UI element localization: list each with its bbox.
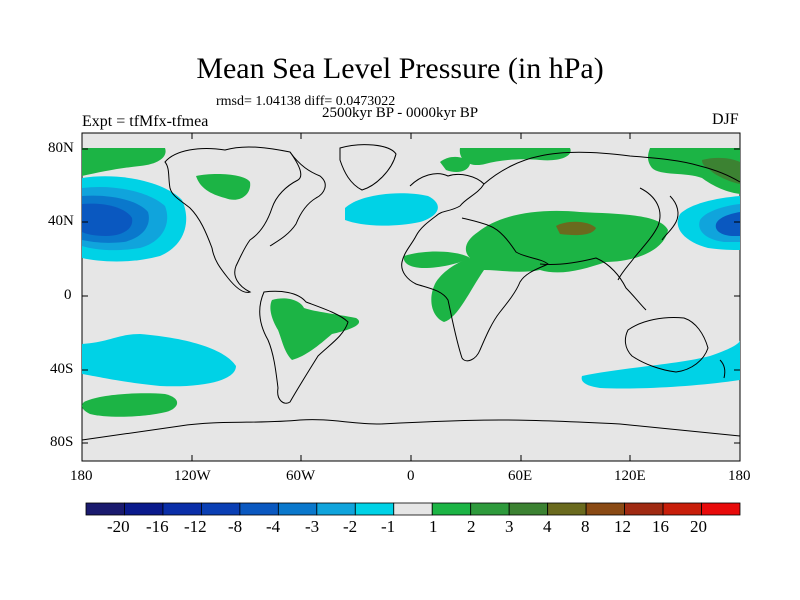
- colorbar-label: 3: [505, 517, 514, 536]
- anomaly-region: [270, 298, 360, 360]
- axis-ticks: [82, 133, 740, 461]
- colorbar-label: -16: [146, 517, 169, 536]
- colorbar-swatch: [470, 502, 510, 516]
- period-subtitle: 2500kyr BP - 0000kyr BP: [322, 105, 479, 121]
- colorbar-label: -20: [107, 517, 130, 536]
- colorbar-swatch: [277, 502, 318, 516]
- anomaly-region: [82, 334, 236, 387]
- y-tick-label: 80S: [50, 434, 74, 450]
- coastline: [339, 144, 397, 191]
- colorbar-swatch: [662, 502, 702, 516]
- coastline: [539, 257, 647, 311]
- x-tick-label: 0: [407, 468, 415, 484]
- x-tick-label: 60W: [286, 468, 316, 484]
- anomaly-region: [459, 148, 571, 166]
- coastline: [661, 195, 679, 241]
- colorbar-swatch: [162, 502, 202, 516]
- colorbar-label: -1: [381, 517, 396, 536]
- colorbar-swatch: [624, 502, 664, 516]
- colorbar-label: 4: [543, 517, 552, 536]
- colorbar-label: 2: [467, 517, 476, 536]
- colorbar-swatch: [508, 502, 549, 516]
- colorbar-label: -8: [228, 517, 243, 536]
- y-tick-label: 40S: [50, 361, 74, 377]
- season-label: DJF: [712, 111, 739, 128]
- stats-line: rmsd= 1.04138 diff= 0.0473022: [216, 94, 396, 109]
- anomaly-region: [196, 174, 251, 200]
- colorbar-swatch: [431, 502, 472, 516]
- x-tick-label: 180: [70, 468, 93, 484]
- coastline: [624, 317, 709, 373]
- x-tick-label: 120E: [614, 468, 646, 484]
- map-panel: [81, 132, 741, 462]
- colorbar-label: -12: [184, 517, 207, 536]
- colorbar-label: 20: [690, 517, 707, 536]
- anomaly-region: [431, 210, 668, 322]
- x-tick-label: 120W: [174, 468, 211, 484]
- y-tick-label: 0: [64, 287, 72, 303]
- colorbar: [85, 502, 741, 516]
- colorbar-swatch: [201, 502, 241, 516]
- colorbar-label: 1: [429, 517, 438, 536]
- coastline: [483, 151, 741, 185]
- anomaly-region: [82, 148, 166, 176]
- colorbar-label: -3: [305, 517, 320, 536]
- colorbar-label: 12: [614, 517, 631, 536]
- colorbar-label: -2: [343, 517, 358, 536]
- coastline: [719, 359, 726, 379]
- experiment-label: Expt = tfMfx-tfmea: [82, 113, 209, 130]
- colorbar-swatch: [547, 502, 587, 516]
- colorbar-label: 16: [652, 517, 669, 536]
- x-tick-label: 60E: [508, 468, 533, 484]
- anomaly-region: [581, 340, 740, 389]
- anomaly-region: [556, 221, 596, 236]
- colorbar-label: -4: [266, 517, 281, 536]
- coastline: [259, 290, 349, 404]
- y-tick-label: 40N: [48, 213, 74, 229]
- anomaly-region: [82, 393, 178, 417]
- colorbar-swatch: [585, 502, 625, 516]
- coastline: [401, 173, 549, 362]
- coastline: [81, 419, 741, 441]
- colorbar-swatch: [393, 502, 433, 516]
- colorbar-swatch: [239, 502, 279, 516]
- map-title: Mean Sea Level Pressure (in hPa): [196, 52, 604, 85]
- coastline: [164, 146, 302, 293]
- anomaly-region: [403, 251, 470, 268]
- colorbar-swatch: [354, 502, 395, 516]
- coastline: [617, 187, 661, 281]
- anomaly-region: [440, 156, 470, 172]
- colorbar-swatch: [316, 502, 356, 516]
- anomaly-region: [345, 193, 438, 226]
- colorbar-swatch: [85, 502, 125, 516]
- y-tick-label: 80N: [48, 140, 74, 156]
- anomaly-region: [715, 212, 740, 236]
- anomaly-region: [702, 157, 740, 184]
- colorbar-label: 8: [581, 517, 590, 536]
- colorbar-swatch: [124, 502, 164, 516]
- anomaly-region: [82, 203, 133, 236]
- coastlines: [81, 144, 741, 441]
- colorbar-swatch: [701, 502, 741, 516]
- anomaly-fields: [82, 148, 740, 417]
- x-tick-label: 180: [728, 468, 751, 484]
- coastline: [269, 151, 326, 247]
